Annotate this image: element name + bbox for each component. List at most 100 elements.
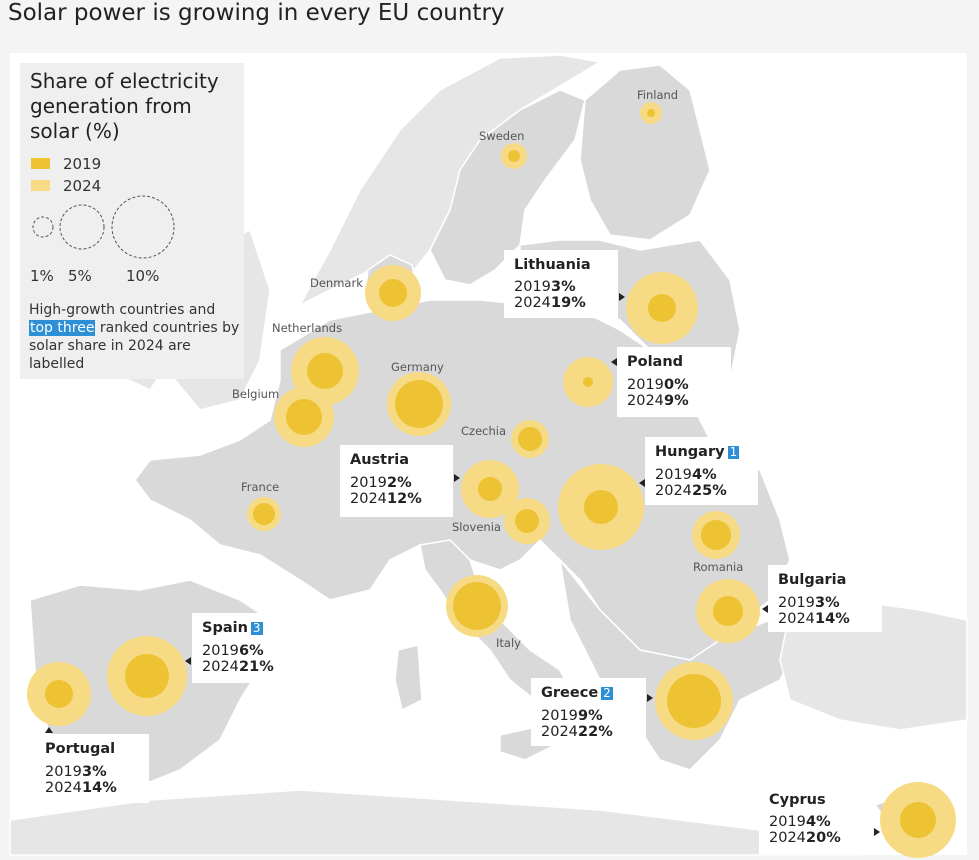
card-row-2019: 20190% [627, 377, 689, 393]
country-label-germany: Germany [391, 360, 444, 374]
card-value-2019: 3% [815, 595, 840, 611]
card-value-2024: 9% [664, 393, 689, 409]
bubble-bulgaria-2019 [713, 596, 743, 626]
card-year: 2019 [627, 377, 664, 393]
bubble-denmark-2019 [379, 279, 407, 307]
bubble-czechia-2019 [518, 427, 542, 451]
card-row-2024: 202419% [514, 295, 586, 311]
bubble-france [247, 497, 281, 531]
card-country-name: Lithuania [514, 257, 591, 273]
bubble-hungary-2019 [584, 490, 618, 524]
card-row-2019: 20193% [514, 279, 576, 295]
bubble-spain-2019 [125, 654, 169, 698]
bubble-czechia [511, 420, 549, 458]
page-title: Solar power is growing in every EU count… [8, 0, 505, 26]
bubble-spain [107, 636, 187, 716]
card-row-2024: 20249% [627, 393, 689, 409]
card-year: 2024 [541, 724, 578, 740]
legend: Share of electricity generation from sol… [20, 63, 244, 379]
pointer-poland [611, 358, 617, 366]
bubble-poland [563, 357, 613, 407]
bubble-romania [692, 511, 740, 559]
solar-bubbles [27, 102, 956, 858]
legend-note-highlight: top three [29, 320, 96, 336]
bubble-slovenia [504, 498, 550, 544]
card-year: 2024 [627, 393, 664, 409]
rank-badge: 3 [250, 621, 263, 635]
card-hungary: Hungary 1 20194% 202425% [645, 437, 758, 505]
bubble-sweden [501, 143, 527, 169]
card-value-2024: 25% [692, 483, 727, 499]
legend-size-circles [32, 195, 175, 259]
bubble-italy-2019 [453, 582, 501, 630]
pointer-austria [454, 474, 460, 482]
bubble-portugal [27, 662, 91, 726]
card-year: 2024 [514, 295, 551, 311]
bubble-denmark [365, 265, 421, 321]
card-country-name: Portugal [45, 741, 116, 757]
card-name-text: Hungary [655, 444, 725, 460]
bubble-germany [387, 372, 451, 436]
size-label-5pct: 5% [68, 267, 92, 285]
bubble-portugal-2019 [45, 680, 73, 708]
card-row-2019: 20193% [45, 764, 107, 780]
card-value-2024: 19% [551, 295, 586, 311]
rank-badge: 2 [601, 686, 613, 700]
country-label-netherlands: Netherlands [272, 321, 343, 335]
bubble-netherlands-2019 [307, 353, 343, 389]
pointer-spain [185, 657, 191, 665]
bubble-italy [446, 575, 508, 637]
bubble-finland-2019 [647, 109, 655, 117]
card-value-2019: 3% [551, 279, 576, 295]
card-value-2019: 6% [239, 643, 264, 659]
legend-year-2024: 2024 [63, 177, 102, 195]
card-year: 2019 [769, 814, 806, 830]
legend-note: High-growth countries and top three rank… [29, 301, 241, 373]
card-row-2024: 202425% [655, 483, 727, 499]
country-label-slovenia: Slovenia [452, 520, 501, 534]
bubble-poland-2019 [583, 377, 593, 387]
card-value-2019: 4% [806, 814, 831, 830]
card-year: 2019 [514, 279, 551, 295]
country-label-romania: Romania [693, 560, 744, 574]
card-cyprus: Cyprus 20194% 202420% [759, 785, 873, 854]
card-name-text: Greece [541, 685, 599, 701]
card-poland: Poland 20190% 20249% [617, 347, 731, 417]
card-country-name: Cyprus [769, 792, 826, 808]
bubble-romania-2019 [701, 520, 731, 550]
card-row-2024: 202420% [769, 830, 841, 846]
legend-note-before: High-growth countries and [29, 302, 216, 318]
card-row-2024: 202412% [350, 491, 422, 507]
bubble-lithuania [626, 272, 698, 344]
card-spain: Spain 3 20196% 202421% [192, 613, 306, 683]
bubble-germany-2019 [395, 380, 443, 428]
card-year: 2019 [202, 643, 239, 659]
card-row-2019: 20193% [778, 595, 840, 611]
card-year: 2019 [45, 764, 82, 780]
bubble-cyprus [880, 782, 956, 858]
card-greece: Greece 2 20199% 202422% [531, 678, 646, 746]
bubble-finland [640, 102, 662, 124]
size-circle-5pct [59, 204, 105, 250]
card-country-name: Greece 2 [541, 685, 613, 701]
size-label-1pct: 1% [30, 267, 54, 285]
bubble-greece [655, 662, 733, 740]
bubble-france-2019 [253, 503, 275, 525]
card-year: 2024 [655, 483, 692, 499]
card-row-2019: 20196% [202, 643, 264, 659]
bubble-austria-2019 [478, 477, 502, 501]
country-label-france: France [241, 480, 280, 494]
card-row-2019: 20192% [350, 475, 412, 491]
country-label-finland: Finland [637, 88, 679, 102]
card-row-2019: 20194% [655, 467, 717, 483]
card-year: 2019 [541, 708, 578, 724]
legend-swatch-2024 [31, 180, 50, 191]
card-name-text: Spain [202, 620, 248, 636]
country-label-italy: Italy [496, 636, 521, 650]
bubble-greece-2019 [667, 674, 721, 728]
card-country-name: Spain 3 [202, 620, 263, 636]
legend-note-after: ranked countries by solar share in 2024 … [29, 320, 240, 372]
card-year: 2024 [778, 611, 815, 627]
pointer-hungary [639, 479, 645, 487]
bubble-sweden-2019 [508, 150, 520, 162]
